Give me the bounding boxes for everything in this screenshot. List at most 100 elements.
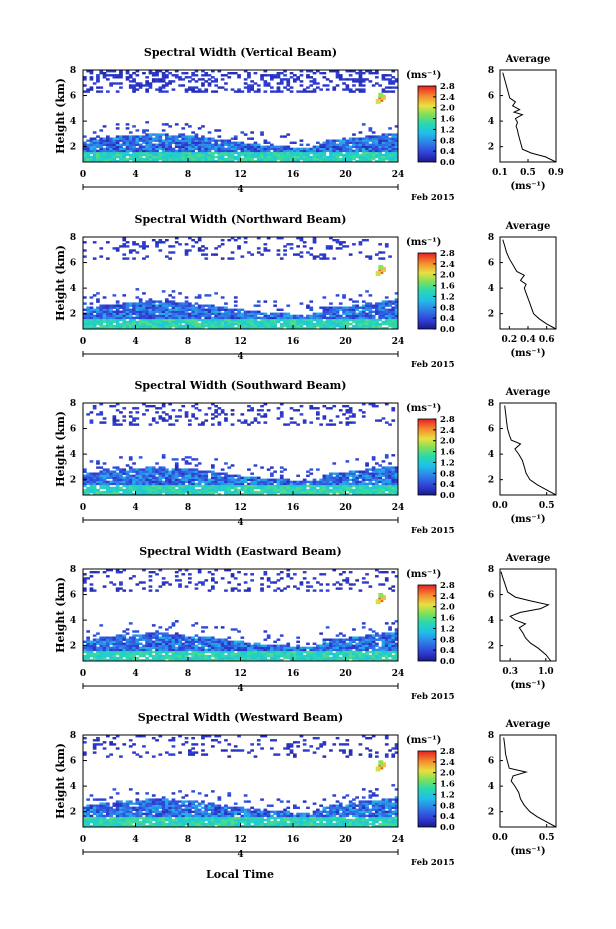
heatmap-cell [358,160,363,163]
heatmap-cell [375,482,379,486]
heatmap-cell [227,155,232,159]
heatmap-cell [237,571,241,574]
heatmap-cell [391,151,396,155]
heatmap-cell [230,587,235,590]
heatmap-cell [329,308,333,311]
heatmap-cell [361,316,366,320]
heatmap-cell [250,147,254,151]
heatmap-cell [128,482,133,486]
heatmap-cell [151,624,156,627]
heatmap-cell [188,125,192,128]
heatmap-cell [83,255,87,258]
heatmap-cell [384,86,389,89]
heatmap-cell [122,151,127,155]
heatmap-cell [253,145,258,148]
heatmap-cell [306,74,310,77]
heatmap-cell [220,472,225,475]
heatmap-cell [168,403,172,406]
heatmap-cell [151,155,156,159]
heatmap-cell [155,304,159,307]
heatmap-cell [132,257,136,260]
heatmap-cell [191,314,195,318]
heatmap-cell [184,157,189,161]
heatmap-cell [158,88,163,91]
heatmap-cell [115,310,120,313]
heatmap-cell [319,318,323,322]
heatmap-cell [227,76,232,79]
heatmap-cell [391,320,396,324]
heatmap-cell [168,312,172,315]
heatmap-cell [286,88,291,91]
heatmap-cell [194,133,199,136]
heatmap-cell [135,302,140,305]
heatmap-cell [348,151,353,155]
heatmap-cell [142,243,146,246]
heatmap-cell [158,141,163,144]
heatmap-cell [96,310,100,313]
heatmap-cell [151,484,156,488]
heatmap-cell [188,486,192,490]
heatmap-cell [122,245,127,248]
heatmap-cell [345,306,350,309]
heatmap-cell [378,157,382,161]
heatmap-cell [286,243,291,246]
heatmap-cell [201,476,205,479]
heatmap-cell [194,650,199,654]
heatmap-cell [365,239,369,242]
heatmap-cell [106,648,110,652]
heatmap-cell [128,84,133,87]
heatmap-cell [348,314,353,318]
heatmap-cell [99,421,104,424]
heatmap-cell [158,659,163,662]
heatmap-cell [306,155,310,159]
heatmap-cell [145,133,149,136]
heatmap-cell [86,472,90,475]
heatmap-cell [270,466,274,469]
heatmap-cell [188,157,192,161]
heatmap-cell [106,646,110,650]
heatmap-cell [240,324,245,328]
heatmap-cell [96,482,100,486]
heatmap-cell [132,160,136,163]
heatmap-cell [155,149,159,153]
heatmap-cell [181,638,186,641]
heatmap-cell [102,143,107,146]
heatmap-cell [378,149,382,153]
heatmap-cell [253,484,258,488]
heatmap-cell [293,153,297,157]
heatmap-cell [332,70,337,73]
heatmap-cell [145,82,149,85]
heatmap-cell [296,76,300,79]
heatmap-cell [171,423,176,426]
heatmap-cell [188,86,192,89]
heatmap-cell [224,139,228,142]
heatmap-cell [151,405,156,408]
x-tick-label: 4 [132,170,138,180]
heatmap-cell [194,306,199,309]
heatmap-cell [361,239,366,242]
heatmap-cell [283,318,287,322]
heatmap-cell [165,419,169,422]
heatmap-cell [204,642,209,645]
heatmap-cell [86,322,90,326]
heatmap-cell [181,135,186,138]
heatmap-cell [375,151,379,155]
heatmap-cell [112,147,117,151]
colorbar-tick-label: 0.4 [440,147,455,157]
heatmap-cell [371,139,376,142]
heatmap-cell [368,327,373,330]
heatmap-cell [224,569,228,572]
heatmap-cell [355,304,359,307]
heatmap-cell [260,151,264,155]
heatmap-cell [83,573,87,576]
heatmap-cell [358,409,363,412]
heatmap-cell [230,480,235,484]
heatmap-cell [319,484,323,488]
heatmap-cell [171,458,176,461]
heatmap-cell [247,316,251,320]
heatmap-cell [122,407,127,410]
heatmap-cell [273,470,277,473]
heatmap-cell [191,640,195,643]
heatmap-cell [197,484,202,488]
heatmap-cell [138,298,143,301]
